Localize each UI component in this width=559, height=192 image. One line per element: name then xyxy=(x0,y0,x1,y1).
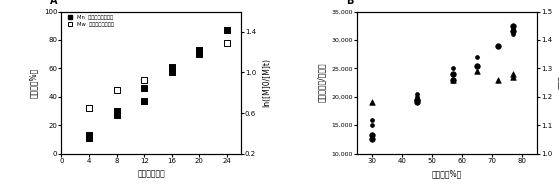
Y-axis label: 分子量
分布指数: 分子量 分布指数 xyxy=(558,73,559,92)
Point xyxy=(167,71,176,74)
Point xyxy=(195,49,204,52)
Point xyxy=(368,138,377,141)
Point xyxy=(508,24,517,27)
Point xyxy=(448,73,457,76)
Point xyxy=(472,70,481,73)
Point xyxy=(368,101,377,104)
X-axis label: 时间（小时）: 时间（小时） xyxy=(138,169,165,178)
Point xyxy=(167,67,176,70)
Point xyxy=(368,118,377,121)
Point xyxy=(222,41,231,44)
Point xyxy=(508,73,517,76)
Point xyxy=(140,87,149,90)
Point xyxy=(84,107,93,110)
Y-axis label: 转化率（%）: 转化率（%） xyxy=(29,67,38,98)
Point xyxy=(413,95,421,98)
Point xyxy=(494,78,503,81)
Point xyxy=(508,30,517,33)
Point xyxy=(413,98,421,101)
Point xyxy=(222,28,231,31)
Point xyxy=(368,134,377,137)
Y-axis label: ln([M]0/[M]t): ln([M]0/[M]t) xyxy=(262,58,271,107)
Point xyxy=(448,78,457,81)
X-axis label: 转化率（%）: 转化率（%） xyxy=(432,169,462,178)
Point xyxy=(112,109,121,113)
Point xyxy=(448,67,457,70)
Point xyxy=(413,101,421,104)
Point xyxy=(494,44,503,47)
Point xyxy=(195,50,204,53)
Text: A: A xyxy=(50,0,58,6)
Point xyxy=(413,95,421,98)
Point xyxy=(112,88,121,91)
Text: B: B xyxy=(347,0,354,6)
Point xyxy=(140,99,149,102)
Point xyxy=(508,27,517,30)
Point xyxy=(508,33,517,36)
Legend: Mn  数均分子量测定值, Mw  重均分子量测定值: Mn 数均分子量测定值, Mw 重均分子量测定值 xyxy=(64,14,115,28)
Point xyxy=(472,55,481,59)
Point xyxy=(448,73,457,76)
Y-axis label: 分子量（克/摩尔）: 分子量（克/摩尔） xyxy=(317,63,326,102)
Point xyxy=(413,92,421,95)
Point xyxy=(448,78,457,81)
Point xyxy=(84,134,93,137)
Point xyxy=(508,75,517,78)
Point xyxy=(140,78,149,81)
Point xyxy=(494,44,503,47)
Point xyxy=(167,65,176,69)
Point xyxy=(84,137,93,140)
Point xyxy=(112,113,121,117)
Point xyxy=(222,28,231,31)
Point xyxy=(195,53,204,56)
Point xyxy=(368,124,377,127)
Point xyxy=(472,64,481,67)
